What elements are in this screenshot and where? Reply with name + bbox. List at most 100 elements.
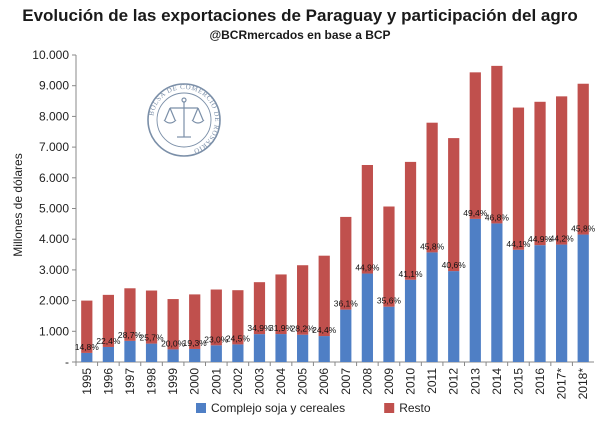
x-tick-label: 2005: [296, 368, 310, 395]
x-tick-label: 1999: [166, 368, 180, 395]
data-label: 24,4%: [312, 325, 337, 335]
bar-complejo-soja-cereales: [512, 249, 525, 362]
y-tick-label: 1.000: [39, 324, 69, 338]
bar-complejo-soja-cereales: [189, 348, 201, 362]
y-tick-label: 9.000: [39, 79, 69, 93]
bar-resto: [491, 65, 503, 224]
bar-resto: [340, 216, 352, 310]
x-tick-label: 2018*: [576, 368, 590, 400]
bar-complejo-soja-cereales: [534, 245, 546, 362]
bar-complejo-soja-cereales: [102, 346, 114, 362]
x-tick-label: 2016: [533, 368, 547, 395]
bar-resto: [210, 289, 222, 346]
y-tick-label: 7.000: [39, 140, 69, 154]
legend-label: Resto: [399, 401, 431, 415]
data-label: 28,2%: [291, 324, 316, 334]
x-tick-label: 1996: [101, 368, 115, 395]
data-label: 46,8%: [485, 212, 510, 222]
x-tick-label: 2002: [231, 368, 245, 395]
bar-complejo-soja-cereales: [491, 223, 503, 362]
bar-complejo-soja-cereales: [448, 271, 460, 362]
y-tick-label: 10.000: [32, 48, 69, 62]
data-label: 49,4%: [463, 208, 488, 218]
bar-resto: [297, 265, 309, 335]
data-label: 25,7%: [139, 333, 164, 343]
legend-label: Complejo soja y cereales: [211, 401, 345, 415]
data-label: 41,1%: [398, 269, 423, 279]
bar-resto: [361, 164, 373, 274]
x-tick-label: 2015: [511, 368, 525, 395]
data-label: 23,0%: [204, 334, 229, 344]
x-tick-label: 1995: [80, 368, 94, 395]
data-label: 40,6%: [442, 260, 467, 270]
data-label: 44,9%: [528, 234, 553, 244]
x-tick-label: 2013: [468, 368, 482, 395]
bar-resto: [404, 161, 417, 280]
bar-resto: [448, 138, 460, 272]
data-label: 28,7%: [118, 330, 143, 340]
y-axis-label: Millones de dólares: [11, 153, 25, 256]
y-tick-label: 5.000: [39, 202, 69, 216]
data-label: 45,8%: [420, 241, 445, 251]
bar-resto: [124, 288, 136, 341]
bar-complejo-soja-cereales: [275, 334, 287, 362]
x-tick-label: 1998: [145, 368, 159, 395]
seal-icon: BOLSA DE COMERCIO DE ROSARIO: [147, 83, 221, 157]
data-label: 44,9%: [355, 263, 380, 273]
x-tick-label: 2017*: [555, 368, 569, 400]
bar-complejo-soja-cereales: [232, 344, 244, 362]
x-tick-label: 2012: [447, 368, 461, 395]
bar-resto: [318, 255, 330, 337]
bar-resto: [167, 299, 179, 350]
bar-complejo-soja-cereales: [253, 334, 266, 362]
bar-resto: [556, 96, 568, 245]
bar-complejo-soja-cereales: [426, 252, 438, 362]
x-tick-label: 2001: [209, 368, 223, 395]
data-label: 31,9%: [269, 323, 294, 333]
bar-resto: [275, 274, 287, 335]
data-label: 14,8%: [75, 342, 100, 352]
bar-resto: [577, 83, 589, 235]
chart-title: Evolución de las exportaciones de Paragu…: [22, 6, 578, 25]
x-tick-label: 2000: [188, 368, 202, 395]
x-tick-label: 2009: [382, 368, 396, 395]
y-tick-label: 8.000: [39, 109, 69, 123]
y-tick-label: 6.000: [39, 171, 69, 185]
y-tick-label: 2.000: [39, 294, 69, 308]
x-tick-label: 2011: [425, 368, 439, 394]
x-tick-label: 2007: [339, 368, 353, 395]
data-label: 35,6%: [377, 296, 402, 306]
data-label: 36,1%: [334, 299, 359, 309]
y-tick-label: 4.000: [39, 232, 69, 246]
bar-complejo-soja-cereales: [318, 336, 330, 362]
x-tick-label: 1997: [123, 368, 137, 395]
bars: [81, 65, 589, 362]
y-tick-label: -: [65, 355, 69, 369]
x-tick-label: 2008: [360, 368, 374, 395]
bar-resto: [383, 206, 395, 307]
x-tick-labels: 1995 1996 1997 1998 1999 2000 2001 2002 2003 2004…: [75, 362, 590, 400]
bar-resto: [145, 290, 158, 344]
legend: Complejo soja y cereales Resto: [196, 401, 431, 415]
bar-resto: [81, 300, 93, 353]
chart-subtitle: @BCRmercados en base a BCP: [209, 28, 391, 42]
data-label: 44,2%: [550, 234, 575, 244]
data-label: 34,9%: [247, 323, 272, 333]
data-label: 44,1%: [506, 239, 531, 249]
legend-swatch: [384, 403, 395, 413]
legend-swatch: [196, 403, 206, 413]
bar-complejo-soja-cereales: [340, 309, 352, 362]
data-label: 24,5%: [226, 333, 251, 343]
y-tick-label: 3.000: [39, 263, 69, 277]
bar-complejo-soja-cereales: [404, 279, 417, 362]
bar-resto: [512, 107, 525, 250]
bar-complejo-soja-cereales: [577, 234, 589, 362]
bar-resto: [534, 101, 546, 246]
data-label: 20,0%: [161, 338, 186, 348]
bar-complejo-soja-cereales: [361, 273, 373, 362]
data-label: 19,3%: [183, 338, 208, 348]
bar-complejo-soja-cereales: [210, 345, 222, 362]
bar-complejo-soja-cereales: [167, 349, 179, 362]
bar-complejo-soja-cereales: [297, 334, 309, 362]
